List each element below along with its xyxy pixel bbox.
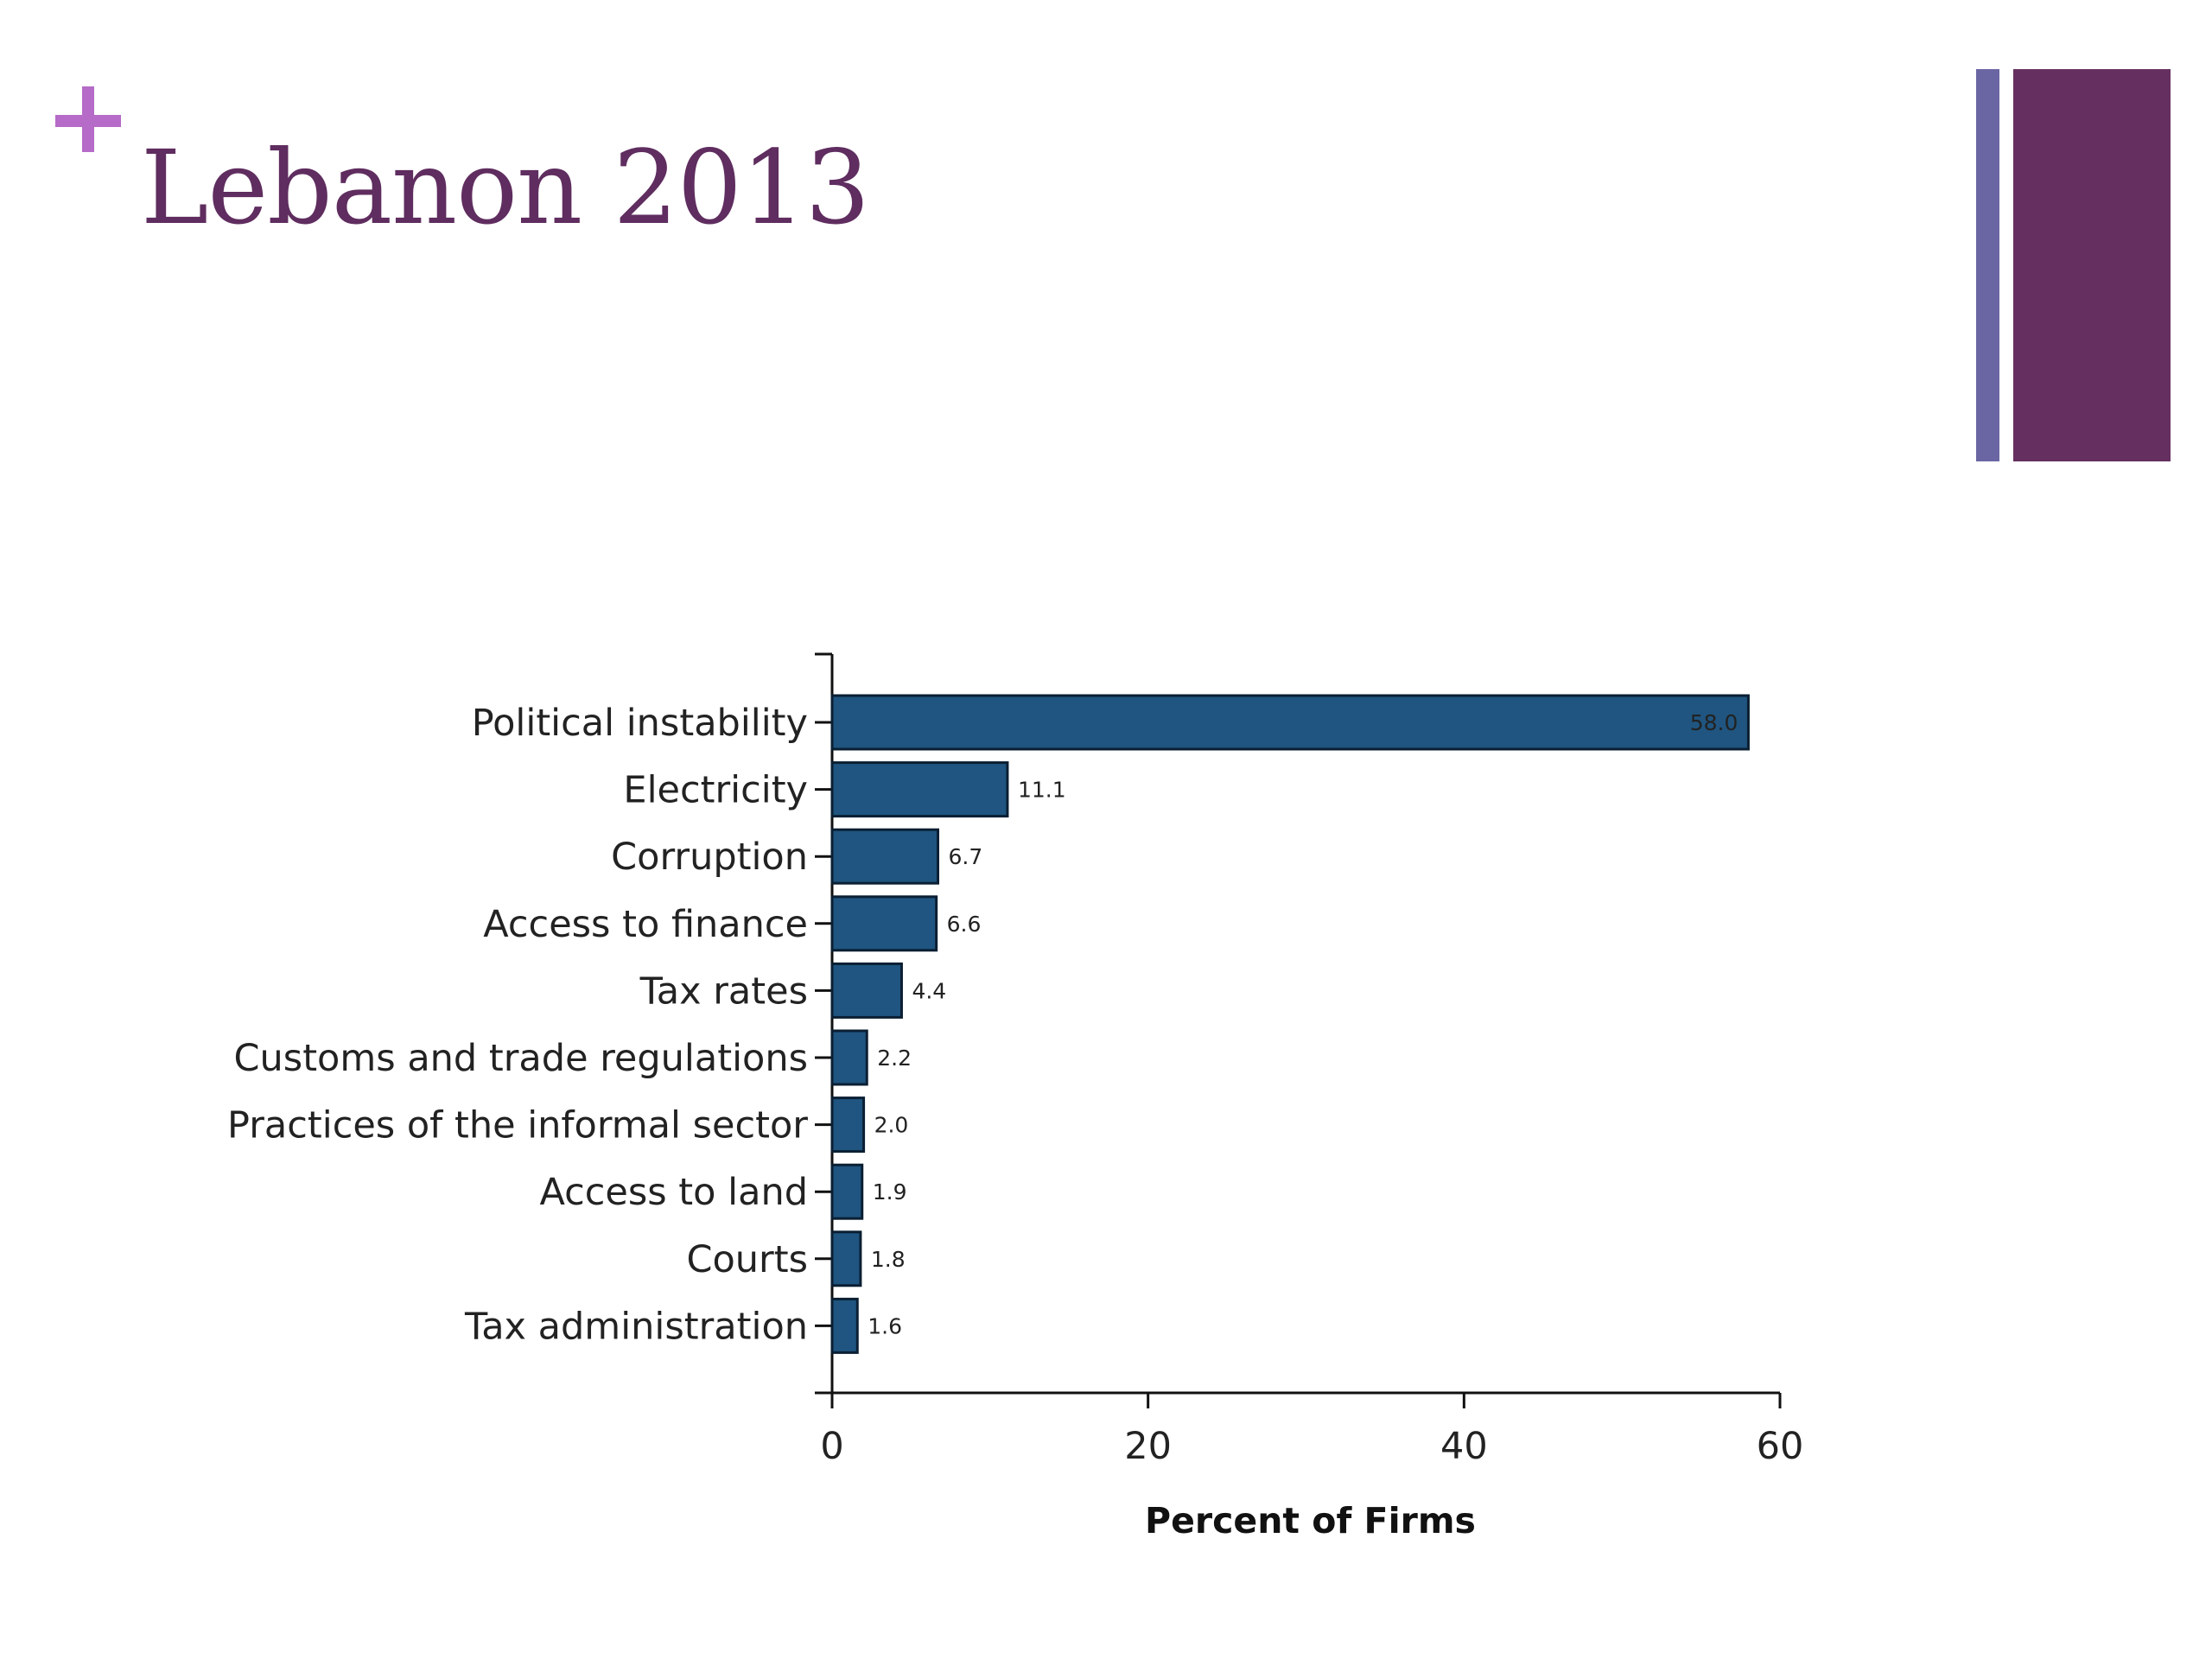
category-label: Tax rates xyxy=(639,969,808,1013)
accent-bar-thin xyxy=(1976,69,1999,461)
value-label: 4.4 xyxy=(912,978,946,1003)
value-label: 2.0 xyxy=(874,1113,909,1138)
category-label: Corruption xyxy=(611,836,808,879)
value-label: 58.0 xyxy=(1690,710,1738,735)
bar xyxy=(830,1230,862,1287)
value-label: 6.6 xyxy=(947,912,982,937)
bar xyxy=(830,828,939,885)
bar xyxy=(830,895,938,952)
category-label: Practices of the informal sector xyxy=(227,1104,808,1147)
bar xyxy=(830,962,903,1019)
category-label: Political instability xyxy=(472,702,808,745)
value-label: 1.9 xyxy=(873,1179,907,1205)
bar xyxy=(830,1096,866,1154)
x-tick-label: 0 xyxy=(820,1425,843,1468)
x-tick-label: 20 xyxy=(1124,1425,1172,1468)
value-label: 11.1 xyxy=(1018,778,1066,803)
category-label: Customs and trade regulations xyxy=(234,1037,808,1080)
value-label: 6.7 xyxy=(948,844,982,869)
bar xyxy=(830,761,1009,818)
accent-bar-thick xyxy=(2013,69,2171,461)
category-label: Access to land xyxy=(539,1171,808,1214)
chart-bars xyxy=(830,694,1750,1354)
value-label: 2.2 xyxy=(877,1046,912,1071)
chart-labels: Political instability 58.0 Electricity 11.1… xyxy=(227,702,1738,1348)
value-label: 1.6 xyxy=(868,1313,902,1338)
plus-icon xyxy=(55,86,124,156)
bar xyxy=(830,1297,859,1354)
x-tick-label: 60 xyxy=(1757,1425,1804,1468)
category-label: Access to finance xyxy=(483,903,808,946)
value-label: 1.8 xyxy=(871,1247,906,1272)
x-axis-label: Percent of Firms xyxy=(1145,1500,1476,1541)
category-label: Electricity xyxy=(623,769,808,812)
category-label: Courts xyxy=(686,1238,808,1281)
x-tick-label: 40 xyxy=(1440,1425,1488,1468)
category-label: Tax administration xyxy=(464,1305,808,1348)
bar xyxy=(830,1163,864,1220)
bar xyxy=(830,1029,868,1086)
slide-title: Lebanon 2013 xyxy=(141,128,870,247)
bar xyxy=(830,694,1750,751)
